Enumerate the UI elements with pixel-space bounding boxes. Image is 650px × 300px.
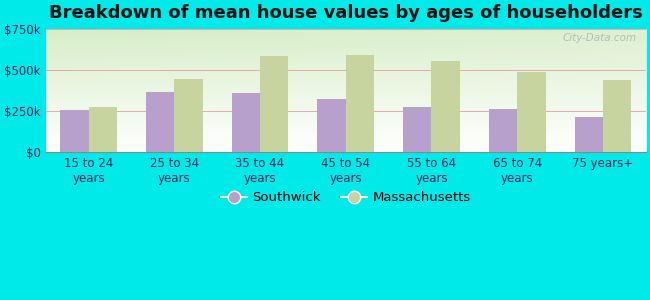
Bar — [174, 79, 203, 152]
Text: City-Data.com: City-Data.com — [563, 33, 637, 43]
Legend: Southwick, Massachusetts: Southwick, Massachusetts — [216, 186, 476, 210]
Bar — [489, 109, 517, 152]
Bar — [231, 93, 260, 152]
Bar — [346, 55, 374, 152]
Bar — [603, 80, 631, 152]
Bar — [517, 72, 545, 152]
Bar — [575, 117, 603, 152]
Bar — [432, 61, 460, 152]
Bar — [88, 107, 117, 152]
Bar — [260, 56, 289, 152]
Bar — [146, 92, 174, 152]
Title: Breakdown of mean house values by ages of householders: Breakdown of mean house values by ages o… — [49, 4, 643, 22]
Bar — [403, 107, 432, 152]
Bar — [60, 110, 88, 152]
Bar — [317, 99, 346, 152]
